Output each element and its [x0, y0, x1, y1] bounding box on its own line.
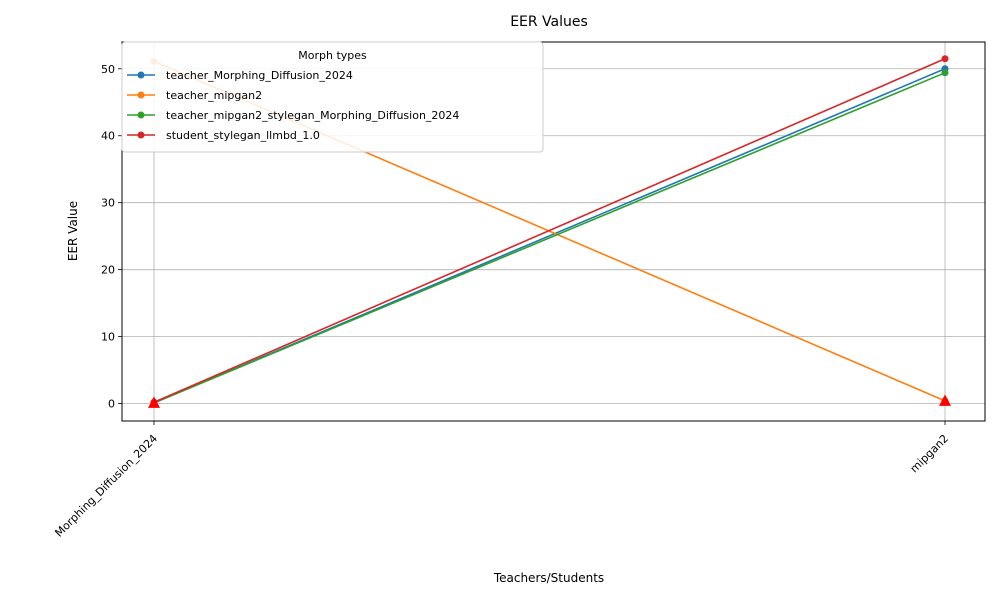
y-tick-label: 40: [101, 130, 115, 143]
y-tick-label: 10: [101, 331, 115, 344]
grid-lines: [122, 42, 985, 421]
legend-entry-label: teacher_mipgan2: [166, 89, 262, 102]
y-tick-label: 20: [101, 264, 115, 277]
y-axis-label: EER Value: [66, 201, 80, 261]
series-point-3: [941, 55, 949, 63]
chart-title: EER Values: [510, 14, 588, 30]
legend-box: [121, 41, 544, 153]
legend-swatch-marker: [137, 131, 145, 139]
y-tick-label: 30: [101, 197, 115, 210]
series-line-2: [153, 72, 946, 404]
legend-swatch-marker: [137, 71, 145, 79]
series-point-2: [941, 69, 949, 77]
y-axis: 0 10 20 30 40 50: [101, 63, 122, 411]
legend: Morph types teacher_Morphing_Diffusion_20…: [121, 41, 544, 153]
legend-swatch-marker: [137, 111, 145, 119]
legend-entry-label: student_stylegan_llmbd_1.0: [166, 129, 320, 142]
series-line-3: [153, 58, 946, 403]
y-tick-label: 0: [108, 398, 115, 411]
legend-entry-label: teacher_mipgan2_stylegan_Morphing_Diffus…: [166, 109, 459, 122]
legend-entry-label: teacher_Morphing_Diffusion_2024: [166, 69, 353, 82]
legend-swatch-marker: [137, 91, 145, 99]
min-markers-group: [148, 394, 951, 408]
min-marker: [148, 396, 160, 408]
min-marker: [939, 394, 951, 406]
y-tick-label: 50: [101, 63, 115, 76]
plot-frame: [121, 41, 986, 422]
x-axis-label: Teachers/Students: [493, 571, 604, 585]
legend-title: Morph types: [298, 49, 367, 62]
